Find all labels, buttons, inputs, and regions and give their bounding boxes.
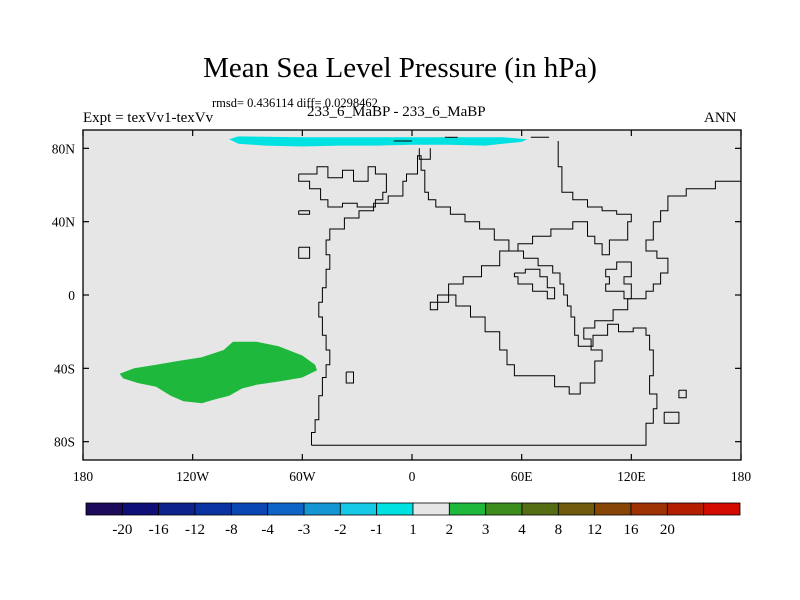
colorbar-swatch <box>158 502 196 516</box>
x-tick-label: 60W <box>289 469 316 484</box>
colorbar-swatch <box>121 502 160 516</box>
south-pacific-positive-anomaly <box>119 341 317 404</box>
coastlines <box>298 136 742 446</box>
season-label: ANN <box>704 110 737 126</box>
x-tick-label: 120E <box>617 469 646 484</box>
y-tick-label: 80S <box>54 435 75 450</box>
colorbar-swatch <box>448 502 487 516</box>
x-tick-label: 180 <box>731 469 752 484</box>
x-tick-label: 120W <box>176 469 209 484</box>
arctic-negative-anomaly <box>229 136 528 147</box>
y-tick-label: 0 <box>68 288 75 303</box>
coastline-13 <box>663 411 680 424</box>
colorbar-label: 12 <box>587 522 602 538</box>
x-axis: 180 120W 60W 0 60E 120E 180 <box>73 130 752 484</box>
colorbar-label: 8 <box>555 522 563 538</box>
y-tick-label: 40S <box>54 361 75 376</box>
y-tick-label: 80N <box>52 141 76 156</box>
colorbar-swatch <box>630 502 668 516</box>
colorbar-swatch <box>485 502 523 516</box>
coastline-11 <box>513 268 556 300</box>
colorbar-swatch <box>303 502 341 516</box>
coastline-12 <box>678 389 687 399</box>
colorbar-swatch <box>521 502 559 516</box>
experiment-label: Expt = texVv1-texVv <box>83 110 214 126</box>
coastline-10 <box>605 261 632 300</box>
case-label: 233_6_MaBP - 233_6_MaBP <box>307 104 486 120</box>
colorbar-label: -16 <box>149 522 169 538</box>
colorbar-swatch <box>376 502 414 516</box>
coastline-14 <box>345 371 354 384</box>
coastline-0 <box>311 155 658 446</box>
colorbar-swatch <box>194 502 232 516</box>
colorbar-label: -2 <box>334 522 347 538</box>
colorbar-swatch <box>230 502 269 516</box>
colorbar-label: 1 <box>409 522 417 538</box>
colorbar-swatch <box>557 502 596 516</box>
colorbar-swatch <box>85 502 123 516</box>
x-tick-label: 180 <box>73 469 94 484</box>
y-axis: 80N 40N 0 40S 80S <box>52 141 741 450</box>
colorbar-label: 2 <box>446 522 454 538</box>
coastline-7 <box>418 148 431 160</box>
stats-label: rmsd= 0.436114 diff= 0.0298462 <box>212 96 378 110</box>
colorbar-swatch <box>412 502 450 516</box>
y-tick-label: 40N <box>52 215 76 230</box>
colorbar-label: -20 <box>112 522 132 538</box>
colorbar-swatch <box>703 502 741 516</box>
chart-title: Mean Sea Level Pressure (in hPa) <box>203 52 597 84</box>
anomaly-regions <box>119 136 528 404</box>
coastline-4 <box>298 246 311 259</box>
colorbar-label: 4 <box>518 522 526 538</box>
coastline-3 <box>298 210 311 215</box>
colorbar-swatch <box>666 502 705 516</box>
coastline-2 <box>298 166 387 208</box>
x-tick-label: 60E <box>511 469 533 484</box>
colorbar: -20 -16 -12 -8 -4 -3 -2 -1 1 2 3 4 8 12 16 20 <box>85 502 741 538</box>
plot-background <box>83 130 741 460</box>
colorbar-label: -3 <box>298 522 311 538</box>
colorbar-label: -8 <box>225 522 238 538</box>
x-tick-label: 0 <box>409 469 416 484</box>
colorbar-label: 20 <box>660 522 675 538</box>
colorbar-label: -4 <box>261 522 274 538</box>
colorbar-label: -1 <box>370 522 383 538</box>
colorbar-label: -12 <box>185 522 205 538</box>
colorbar-swatch <box>339 502 378 516</box>
colorbar-label: 16 <box>624 522 640 538</box>
colorbar-label: 3 <box>482 522 490 538</box>
colorbar-swatch <box>267 502 305 516</box>
colorbar-swatch <box>594 502 632 516</box>
coastline-1 <box>429 141 742 395</box>
